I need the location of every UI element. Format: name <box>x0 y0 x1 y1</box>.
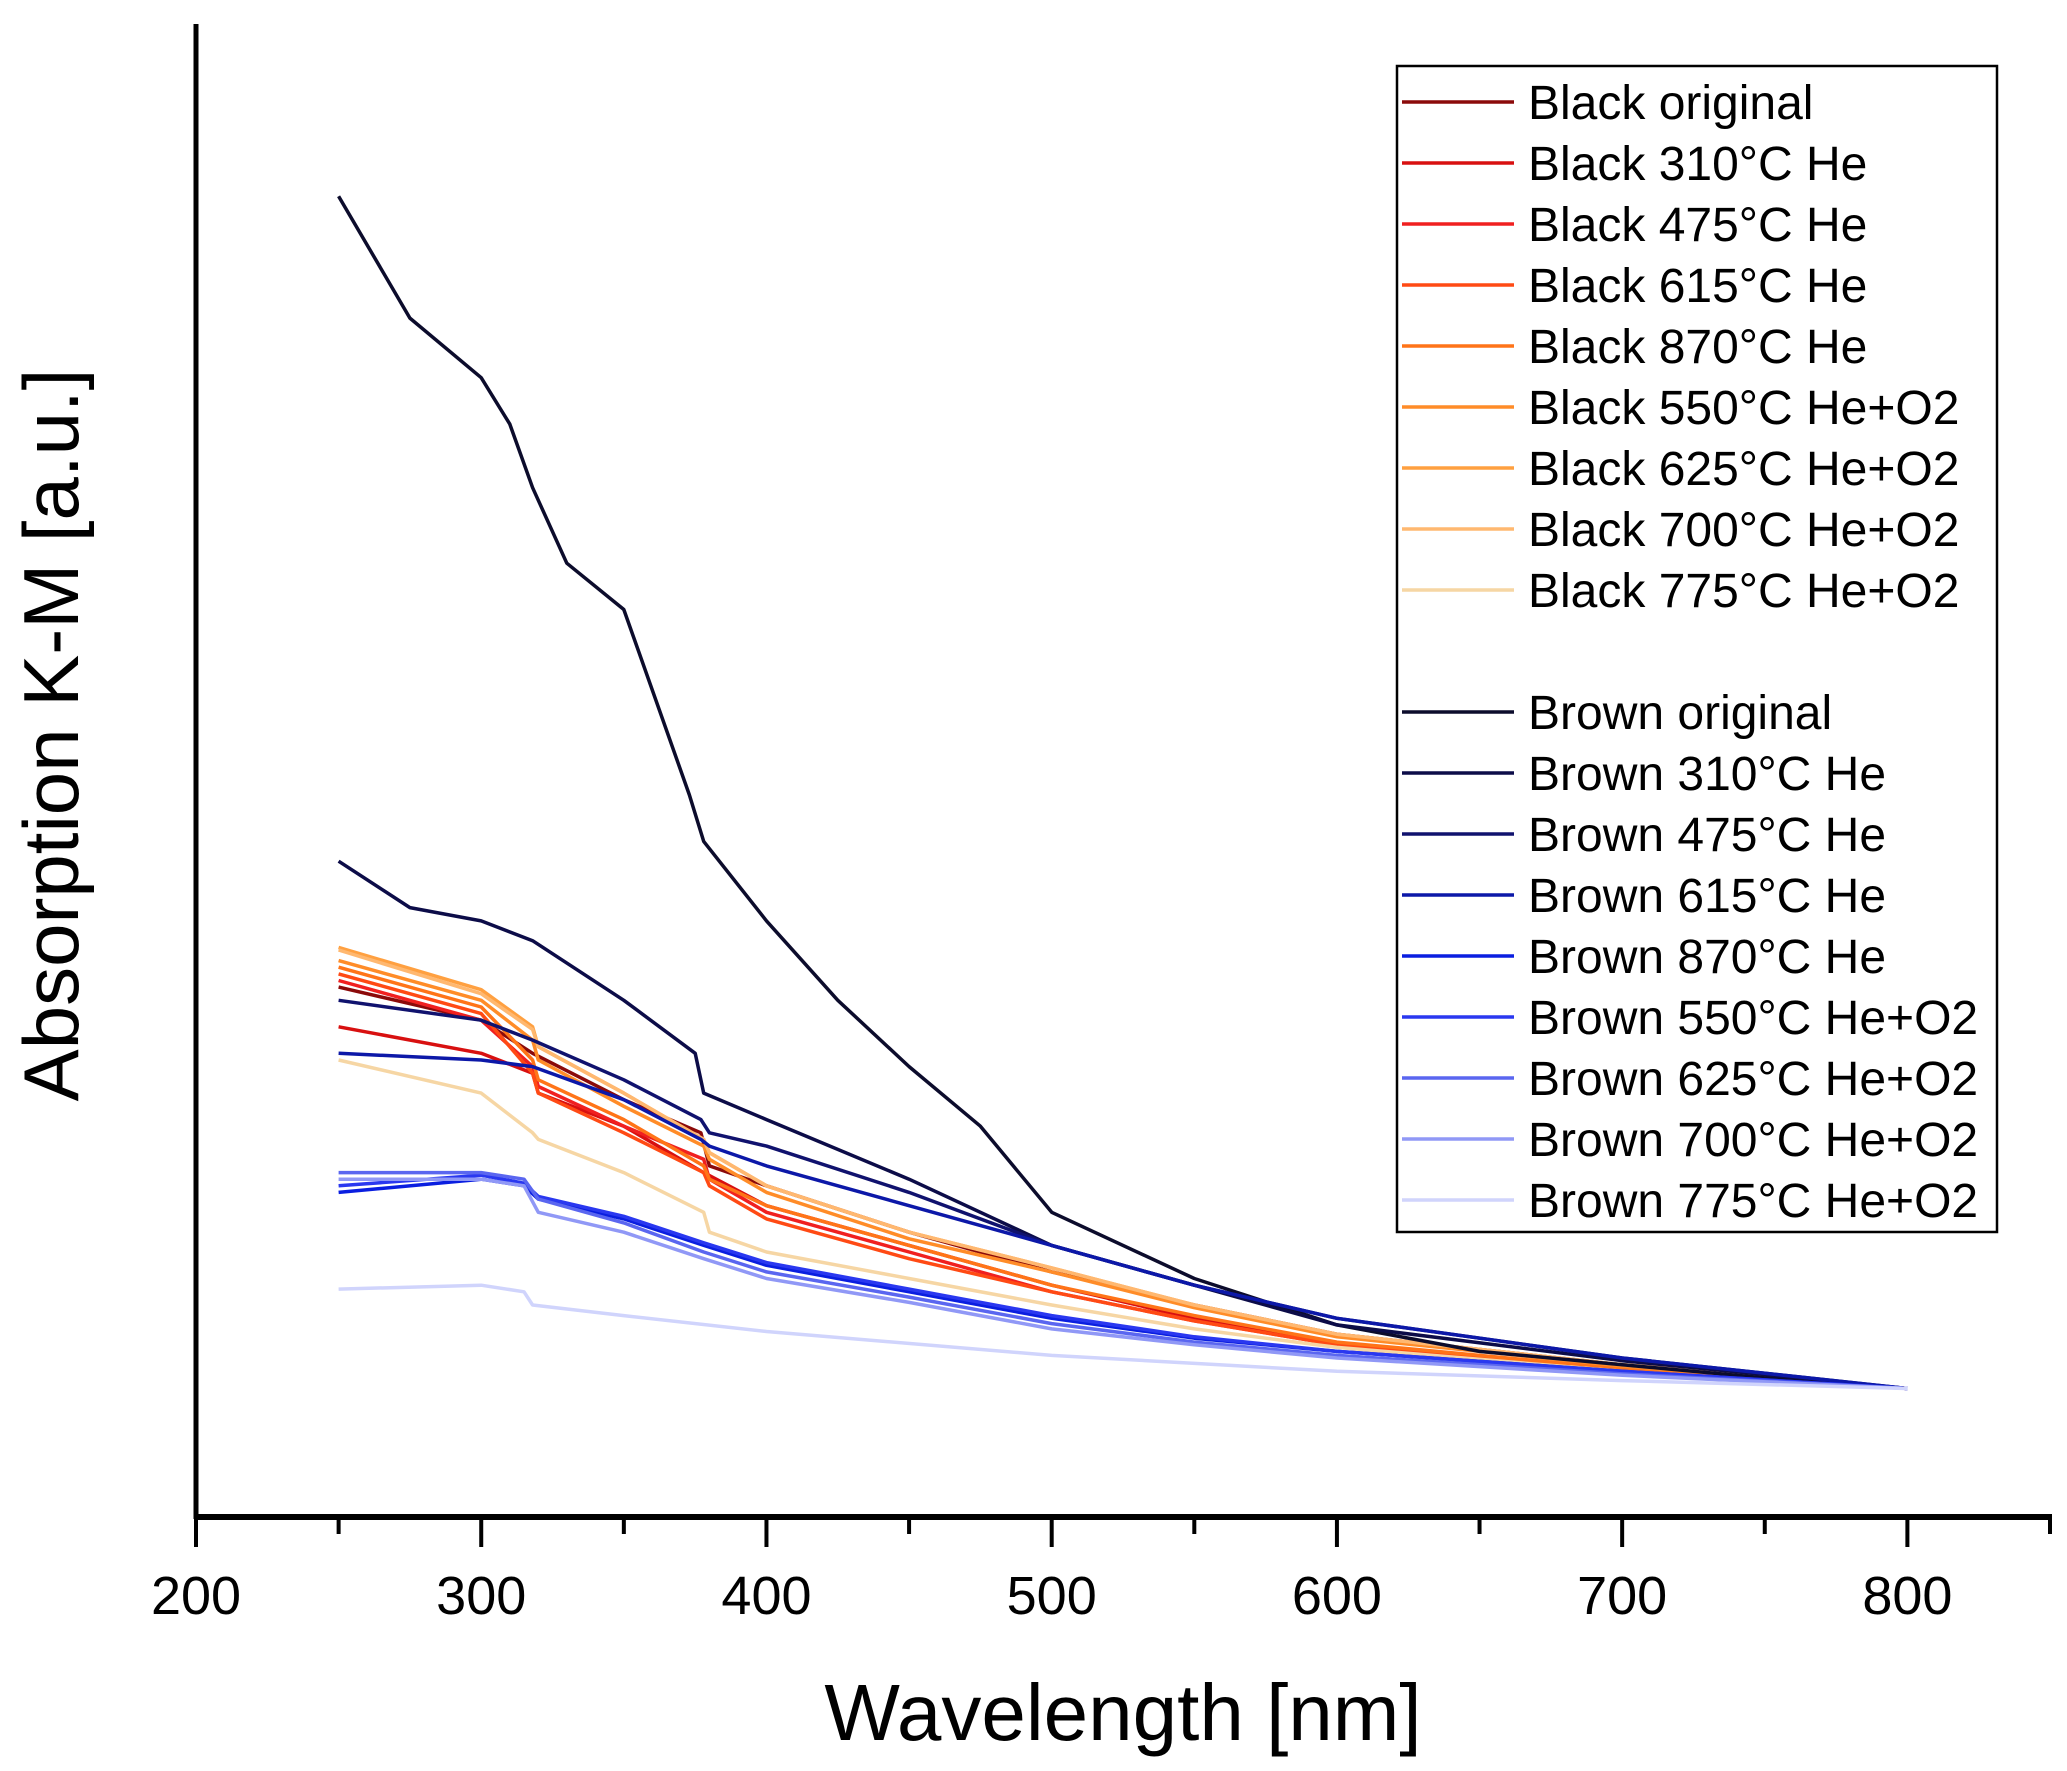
legend-box <box>1395 64 1999 1234</box>
x-ticks: 200 300 400 500 600 700 800 <box>151 1517 2052 1626</box>
legend-label: Brown 775°C He+O2 <box>1528 1175 1978 1228</box>
legend: Black original Black 310°C He Black 475°C … <box>1395 64 1999 1234</box>
x-tick-label: 300 <box>436 1566 526 1626</box>
legend-label: Brown 550°C He+O2 <box>1528 992 1978 1045</box>
series-line-black-775-c-he-o2 <box>338 1058 1908 1391</box>
legend-label: Brown 615°C He <box>1528 870 1886 923</box>
series-line-brown-700-c-he-o2 <box>338 1177 1908 1391</box>
legend-label: Brown 700°C He+O2 <box>1528 1114 1978 1167</box>
x-tick-label: 400 <box>721 1566 811 1626</box>
x-tick-label: 500 <box>1007 1566 1097 1626</box>
y-axis-label: Absorption K-M [a.u.] <box>7 369 95 1102</box>
legend-label: Brown 310°C He <box>1528 748 1886 801</box>
series-line-brown-775-c-he-o2 <box>338 1283 1908 1391</box>
series-line-brown-615-c-he <box>338 1051 1908 1391</box>
data-curves <box>337 195 1908 1391</box>
x-axis-label: Wavelength [nm] <box>824 1668 1421 1757</box>
series-line-brown-550-c-he-o2 <box>338 1173 1908 1391</box>
legend-label: Black 775°C He+O2 <box>1528 565 1959 618</box>
legend-label: Black 625°C He+O2 <box>1528 443 1959 496</box>
legend-label: Brown original <box>1528 687 1832 740</box>
x-tick-label: 200 <box>151 1566 241 1626</box>
legend-label: Black 310°C He <box>1528 138 1867 191</box>
legend-label: Black 870°C He <box>1528 321 1867 374</box>
x-tick-label: 800 <box>1862 1566 1952 1626</box>
legend-label: Brown 870°C He <box>1528 931 1886 984</box>
series-line-brown-625-c-he-o2 <box>338 1170 1908 1391</box>
legend-label: Brown 475°C He <box>1528 809 1886 862</box>
x-tick-label: 700 <box>1577 1566 1667 1626</box>
legend-label: Black 475°C He <box>1528 199 1867 252</box>
x-tick-label: 600 <box>1292 1566 1382 1626</box>
series-line-brown-310-c-he <box>337 859 1908 1391</box>
legend-label: Black 700°C He+O2 <box>1528 504 1959 557</box>
series-line-brown-original <box>337 195 1908 1391</box>
legend-label: Brown 625°C He+O2 <box>1528 1053 1978 1106</box>
legend-label: Black original <box>1528 77 1813 130</box>
series-line-black-870-c-he <box>338 965 1908 1391</box>
series-line-black-700-c-he-o2 <box>338 948 1908 1391</box>
legend-label: Black 615°C He <box>1528 260 1867 313</box>
series-line-black-615-c-he <box>338 972 1908 1391</box>
legend-label: Black 550°C He+O2 <box>1528 382 1959 435</box>
series-line-black-550-c-he-o2 <box>338 958 1908 1391</box>
